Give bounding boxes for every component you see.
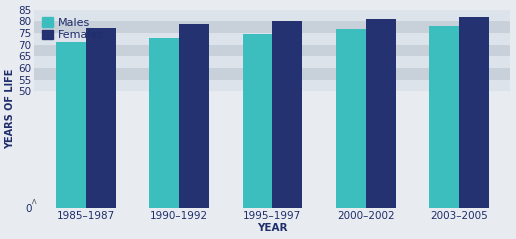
Bar <box>35 68 510 80</box>
Bar <box>366 19 396 208</box>
Bar <box>35 56 510 68</box>
Bar <box>429 26 459 208</box>
Text: >: > <box>30 197 39 204</box>
Bar <box>35 91 510 208</box>
Bar <box>243 34 272 208</box>
Bar <box>35 33 510 44</box>
Bar <box>272 22 302 208</box>
Bar <box>149 38 179 208</box>
Y-axis label: YEARS OF LIFE: YEARS OF LIFE <box>6 69 15 149</box>
Bar <box>35 44 510 56</box>
Bar <box>179 24 209 208</box>
Bar <box>35 21 510 33</box>
Bar <box>35 80 510 91</box>
Legend: Males, Females: Males, Females <box>40 15 106 43</box>
Bar <box>336 29 366 208</box>
Bar <box>35 10 510 21</box>
Bar <box>86 27 116 208</box>
X-axis label: YEAR: YEAR <box>257 223 287 234</box>
Bar <box>56 42 86 208</box>
Bar <box>459 17 489 208</box>
